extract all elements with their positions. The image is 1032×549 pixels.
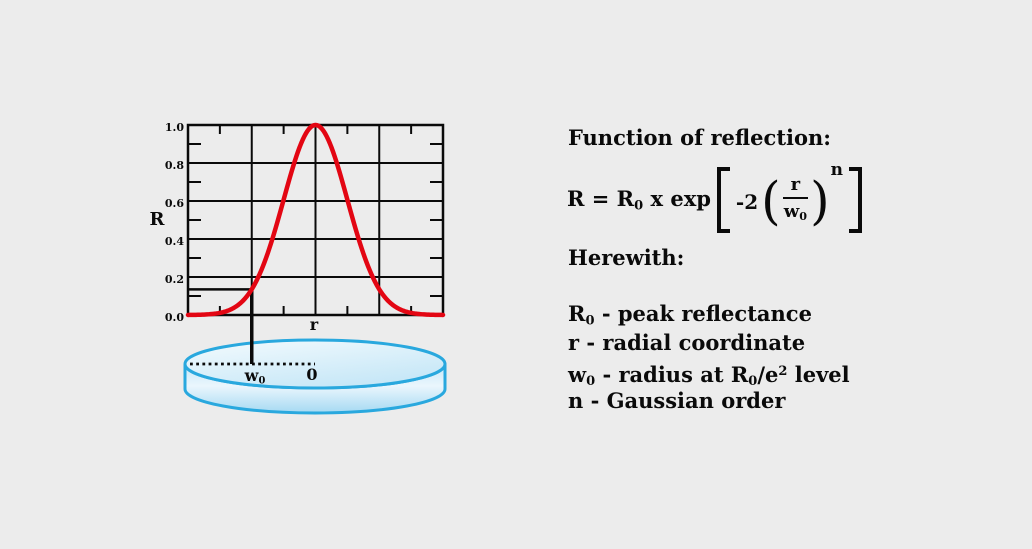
herewith-label: Herewith: <box>568 245 685 270</box>
rich-segment: 0 <box>634 198 644 214</box>
rich-segment: 0 <box>258 375 266 387</box>
ytick-label-0.8: 0.8 <box>164 159 184 172</box>
rich-segment: w <box>783 201 800 223</box>
fraction-bar <box>782 196 809 200</box>
disk-center-label: 0 <box>306 365 318 384</box>
definition-w0: w0 - radius at R0/e2 level <box>568 357 850 390</box>
rich-segment: 0 <box>585 313 595 329</box>
ytick-label-0.0: 0.0 <box>164 311 184 324</box>
rich-segment: n - Gaussian order <box>568 388 786 413</box>
rich-segment: x exp <box>643 186 711 212</box>
reflection-plot <box>183 122 447 415</box>
rich-segment: 0 <box>748 374 758 390</box>
rich-segment: R <box>568 301 586 326</box>
rich-segment: w <box>568 361 587 387</box>
ytick-label-0.2: 0.2 <box>164 273 184 286</box>
formula-lhs: R = R0 x exp <box>567 186 711 213</box>
right-paren-icon: ) <box>810 171 830 231</box>
definition-r0: R0 - peak reflectance <box>568 299 850 328</box>
reflection-figure: R r 1.0 0.8 0.6 0.4 0.2 0.0 w0 0 <box>140 108 470 440</box>
disk-radius-label-w0: w0 <box>235 367 275 390</box>
fraction-numerator: r <box>790 173 801 195</box>
left-bracket-icon <box>716 167 734 233</box>
rich-segment: w <box>244 366 259 385</box>
rich-segment: 0 <box>586 374 596 390</box>
formula-exponent: n <box>830 160 844 180</box>
reflection-formula: R = R0 x exp -2 ( r w0 ) n <box>567 160 863 235</box>
ytick-label-0.6: 0.6 <box>164 197 184 210</box>
ytick-label-0.4: 0.4 <box>164 235 184 248</box>
definition-r: r - radial coordinate <box>568 328 850 357</box>
ytick-label-1.0: 1.0 <box>164 121 184 134</box>
rich-segment: - peak reflectance <box>594 301 812 326</box>
reflectance-curve <box>185 122 446 318</box>
y-axis-label: R <box>149 209 165 230</box>
formula-fraction: r w0 <box>782 173 809 226</box>
rich-segment: - radius at R <box>595 361 749 387</box>
fraction-denominator: w0 <box>784 199 807 226</box>
right-bracket-icon <box>845 167 863 233</box>
rich-segment: 2 <box>778 364 788 379</box>
rich-segment: level <box>787 361 850 387</box>
formula-coefficient: -2 <box>735 190 759 214</box>
symbol-definitions: R0 - peak reflectance r - radial coordin… <box>568 299 850 415</box>
rich-segment: 0 <box>799 210 808 224</box>
x-axis-label: r <box>309 315 319 334</box>
rich-segment: /e <box>757 361 779 387</box>
left-paren-icon: ( <box>761 171 781 231</box>
rich-segment: R = R <box>567 186 635 212</box>
definition-n: n - Gaussian order <box>568 386 850 415</box>
section-title: Function of reflection: <box>568 125 832 150</box>
rich-segment: r - radial coordinate <box>568 330 806 355</box>
